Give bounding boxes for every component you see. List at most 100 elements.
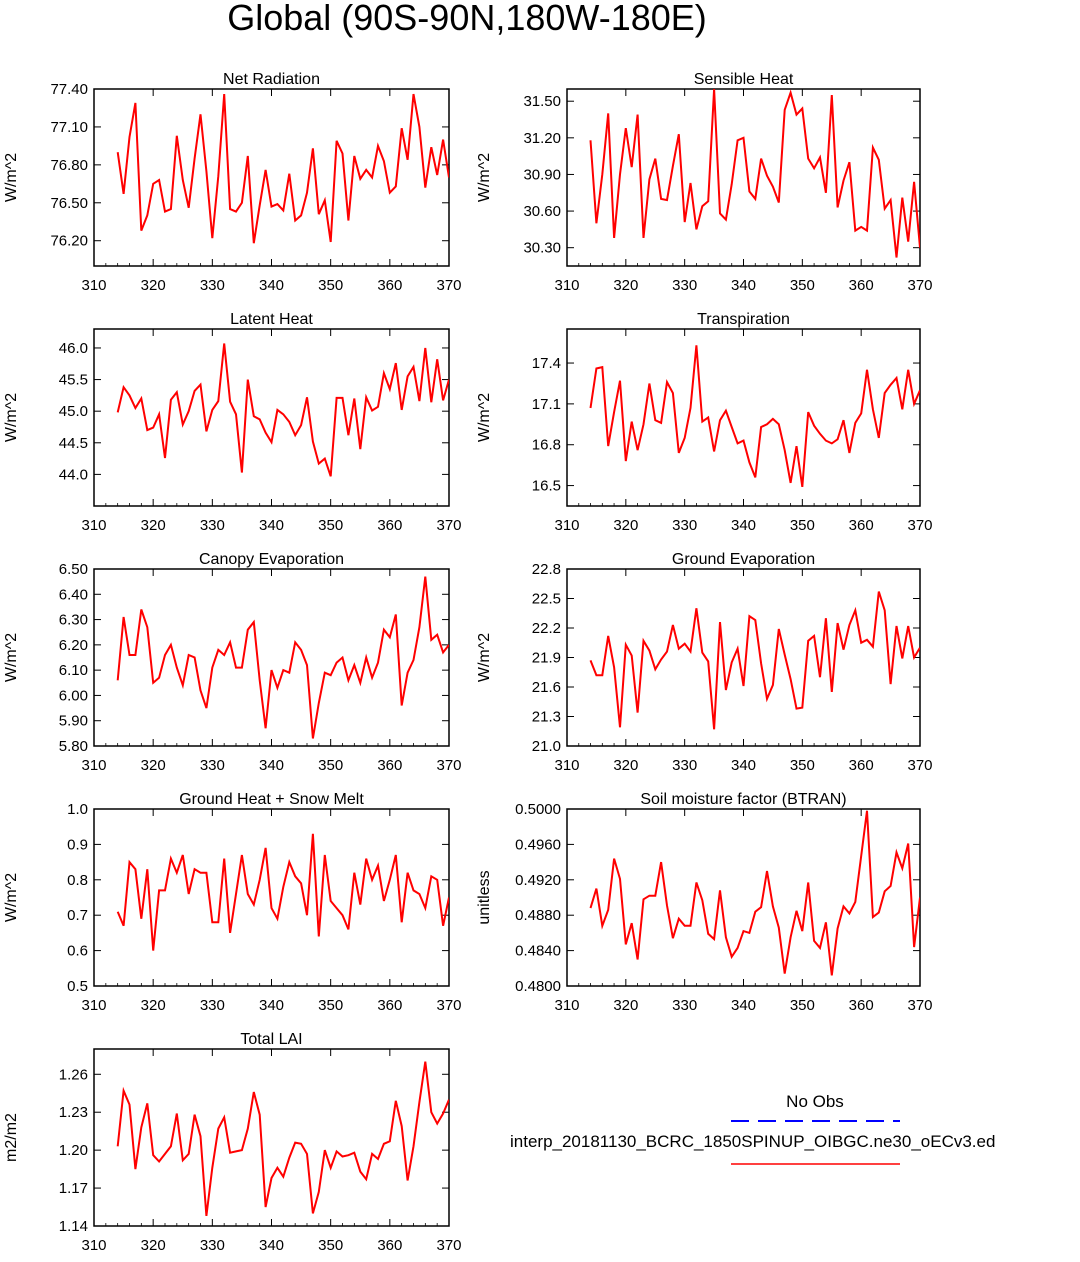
y-tick-label: 1.17 — [59, 1180, 88, 1197]
x-tick-label: 320 — [613, 757, 638, 774]
x-tick-label: 330 — [200, 1237, 225, 1254]
y-tick-label: 44.0 — [59, 466, 88, 483]
panel-title: Ground Evaporation — [672, 551, 815, 568]
x-tick-label: 370 — [436, 1237, 461, 1254]
plot-frame — [93, 808, 450, 987]
series-line — [589, 89, 920, 258]
x-tick-label: 320 — [141, 277, 166, 294]
x-tick-label: 360 — [377, 997, 402, 1014]
y-tick-label: 17.4 — [532, 355, 561, 372]
x-tick-label: 320 — [613, 517, 638, 534]
legend-model-label: interp_20181130_BCRC_1850SPINUP_OIBGC.ne… — [510, 1132, 995, 1151]
y-tick-label: 1.20 — [59, 1142, 88, 1159]
y-tick-label: 21.6 — [532, 679, 561, 696]
y-tick-label: 30.90 — [523, 166, 561, 183]
x-tick-label: 350 — [318, 997, 343, 1014]
series-line — [589, 591, 920, 730]
y-tick-label: 22.8 — [532, 561, 561, 578]
y-tick-label: 0.4960 — [515, 836, 561, 853]
x-tick-label: 350 — [790, 757, 815, 774]
y-tick-label: 77.10 — [50, 119, 88, 136]
x-tick-label: 370 — [907, 757, 932, 774]
chart-panel-6: Ground Evaporation W/m^2 310 320 330 340 350 36… — [476, 551, 933, 774]
plot-frame — [566, 808, 921, 987]
x-tick-label: 310 — [81, 277, 106, 294]
y-tick-label: 1.23 — [59, 1104, 88, 1121]
x-tick-label: 360 — [849, 997, 874, 1014]
y-tick-label: 76.50 — [50, 195, 88, 212]
y-tick-label: 0.5000 — [515, 801, 561, 818]
y-tick-label: 6.30 — [59, 612, 88, 629]
y-tick-label: 30.60 — [523, 203, 561, 220]
x-tick-label: 350 — [790, 997, 815, 1014]
x-tick-label: 360 — [377, 757, 402, 774]
x-tick-label: 310 — [554, 517, 579, 534]
y-tick-label: 31.20 — [523, 130, 561, 147]
x-tick-label: 340 — [259, 517, 284, 534]
y-axis-label: W/m^2 — [476, 393, 493, 442]
x-tick-label: 360 — [377, 517, 402, 534]
y-tick-label: 0.4840 — [515, 943, 561, 960]
panel-title: Transpiration — [697, 311, 790, 328]
x-tick-label: 370 — [907, 997, 932, 1014]
y-tick-label: 1.26 — [59, 1066, 88, 1083]
y-tick-label: 6.00 — [59, 687, 88, 704]
y-tick-label: 0.5 — [67, 978, 88, 995]
y-tick-label: 0.9 — [67, 836, 88, 853]
chart-panel-5: Canopy Evaporation W/m^2 310 320 330 340 350 36… — [3, 551, 462, 774]
chart-panel-3: Latent Heat W/m^2 310 320 330 340 350 360 370 44.… — [3, 311, 462, 534]
x-tick-label: 320 — [141, 997, 166, 1014]
x-tick-label: 350 — [318, 757, 343, 774]
y-tick-label: 0.4800 — [515, 978, 561, 995]
y-tick-label: 22.5 — [532, 591, 561, 608]
y-tick-label: 16.5 — [532, 478, 561, 495]
x-tick-label: 370 — [436, 997, 461, 1014]
y-tick-label: 22.2 — [532, 620, 561, 637]
x-tick-label: 310 — [81, 517, 106, 534]
series-line — [589, 810, 920, 976]
y-axis-label: W/m^2 — [476, 633, 493, 682]
x-tick-label: 310 — [554, 997, 579, 1014]
x-tick-label: 370 — [907, 517, 932, 534]
y-tick-label: 21.9 — [532, 650, 561, 667]
chart-panel-9: Total LAI m2/m2 310 320 330 340 350 360 370 1.14 1… — [3, 1031, 462, 1254]
x-tick-label: 360 — [849, 517, 874, 534]
plot-frame — [93, 1048, 450, 1227]
x-tick-label: 350 — [318, 517, 343, 534]
y-tick-label: 6.20 — [59, 637, 88, 654]
chart-panel-8: Soil moisture factor (BTRAN) unitless 310 3… — [476, 791, 933, 1014]
x-tick-label: 310 — [81, 757, 106, 774]
y-tick-label: 0.4920 — [515, 872, 561, 889]
chart-panel-7: Ground Heat + Snow Melt W/m^2 310 320 330 340… — [3, 791, 462, 1014]
x-tick-label: 310 — [81, 997, 106, 1014]
y-tick-label: 21.3 — [532, 709, 561, 726]
x-tick-label: 330 — [200, 997, 225, 1014]
legend: No Obs interp_20181130_BCRC_1850SPINUP_O… — [510, 1092, 995, 1165]
chart-panel-4: Transpiration W/m^2 310 320 330 340 350 360 370 1… — [476, 311, 933, 534]
x-tick-label: 330 — [672, 757, 697, 774]
x-tick-label: 340 — [259, 1237, 284, 1254]
y-tick-label: 44.5 — [59, 435, 88, 452]
x-tick-label: 310 — [554, 277, 579, 294]
y-tick-label: 76.80 — [50, 157, 88, 174]
y-axis-label: W/m^2 — [3, 153, 20, 202]
x-tick-label: 350 — [318, 277, 343, 294]
series-line — [116, 343, 449, 477]
x-tick-label: 370 — [436, 757, 461, 774]
y-tick-label: 0.4880 — [515, 907, 561, 924]
y-axis-label: W/m^2 — [3, 633, 20, 682]
y-tick-label: 21.0 — [532, 738, 561, 755]
y-tick-label: 6.10 — [59, 662, 88, 679]
x-tick-label: 330 — [672, 277, 697, 294]
x-tick-label: 320 — [141, 757, 166, 774]
y-tick-label: 16.8 — [532, 437, 561, 454]
panel-title: Latent Heat — [230, 311, 313, 328]
panel-title: Sensible Heat — [694, 71, 794, 88]
chart-panel-1: Net Radiation W/m^2 310 320 330 340 350 360 370 7… — [3, 71, 462, 294]
x-tick-label: 340 — [731, 997, 756, 1014]
x-tick-label: 330 — [672, 517, 697, 534]
y-axis-label: W/m^2 — [476, 153, 493, 202]
y-axis-label: unitless — [476, 870, 493, 924]
x-tick-label: 340 — [731, 277, 756, 294]
y-tick-label: 45.5 — [59, 372, 88, 389]
